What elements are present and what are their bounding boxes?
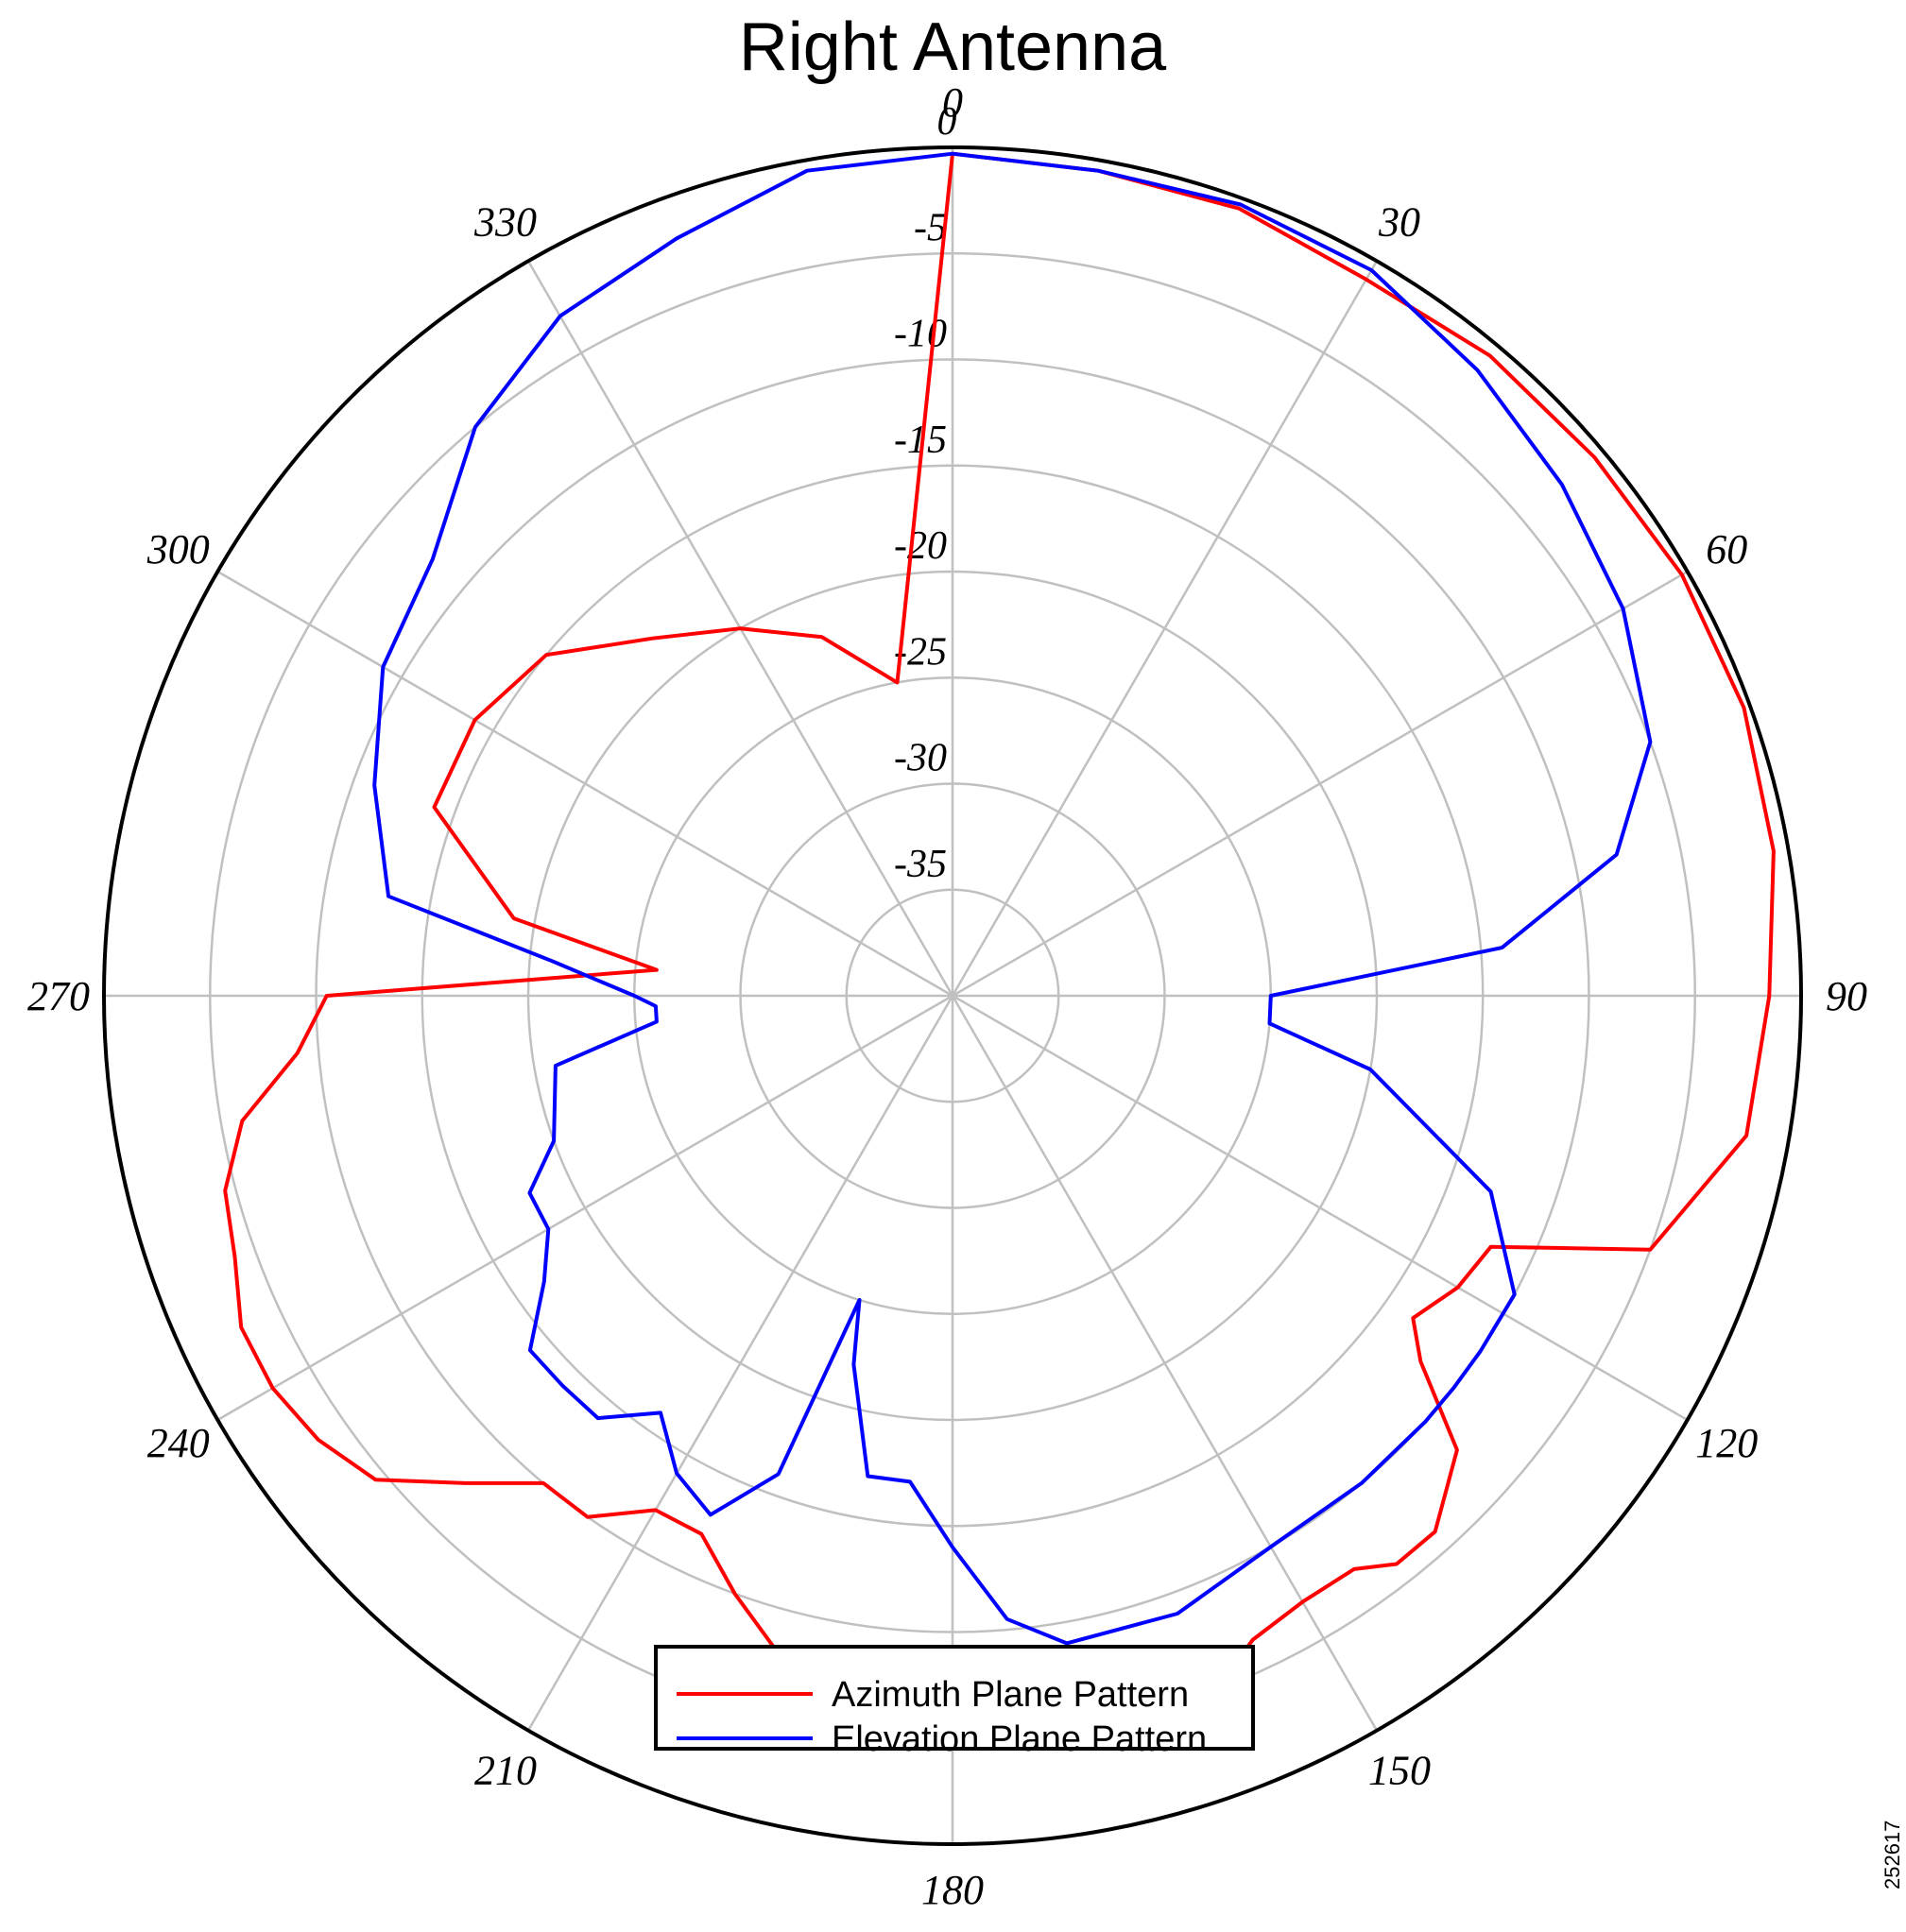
radial-tick-label: -20	[894, 524, 947, 568]
series-layer	[223, 151, 1776, 1737]
angle-spoke	[526, 995, 954, 1732]
angle-labels: 0 30 60 90 120 150 180 210 240 270 300 330	[27, 79, 1867, 1913]
radial-tick-label: -5	[914, 206, 947, 249]
radial-tick-label: -10	[894, 313, 947, 356]
legend-label-elevation: Elevation Plane Pattern	[832, 1719, 1207, 1759]
angle-tick-label: 210	[474, 1747, 537, 1793]
angle-tick-label: 90	[1826, 973, 1867, 1019]
angle-tick-label: 120	[1695, 1420, 1758, 1466]
legend: Azimuth Plane Pattern Elevation Plane Pa…	[654, 1645, 1255, 1759]
legend-label-azimuth: Azimuth Plane Pattern	[832, 1675, 1189, 1715]
radial-tick-label: -35	[894, 843, 947, 886]
outer-ring	[102, 145, 1803, 1846]
angle-tick-label: 300	[146, 526, 210, 573]
angle-tick-label: 0	[942, 79, 963, 126]
angle-spoke	[952, 570, 1689, 998]
angle-tick-label: 60	[1706, 526, 1747, 573]
angle-tick-label: 150	[1368, 1747, 1431, 1793]
angle-tick-label: 30	[1378, 199, 1420, 246]
chart-title: Right Antenna	[739, 9, 1167, 85]
angle-spoke	[951, 260, 1379, 997]
series-line-elevation	[372, 151, 1653, 1646]
radial-tick-label: -30	[894, 737, 947, 780]
angle-spoke	[216, 994, 953, 1422]
angle-tick-label: 270	[27, 973, 90, 1019]
angle-spoke	[952, 994, 1689, 1422]
angle-tick-label: 180	[921, 1867, 984, 1913]
series-line-azimuth	[223, 151, 1776, 1737]
figure-id: 252617	[1880, 1821, 1904, 1889]
angle-tick-label: 330	[473, 199, 537, 246]
angle-spoke	[216, 570, 953, 998]
angle-spokes	[104, 147, 1801, 1844]
radial-tick-label: 0	[937, 100, 957, 144]
legend-box	[654, 1645, 1255, 1751]
angle-tick-label: 240	[147, 1420, 210, 1466]
angle-spoke	[951, 995, 1379, 1732]
